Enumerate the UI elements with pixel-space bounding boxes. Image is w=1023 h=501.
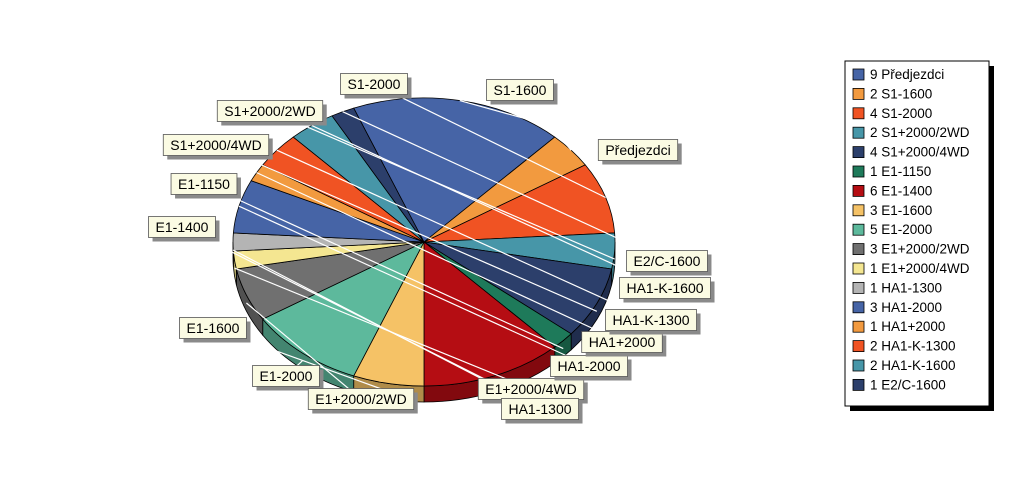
label-box [340, 73, 408, 95]
leader-line [311, 124, 666, 289]
leader-line [276, 149, 652, 321]
label-box [597, 139, 679, 161]
legend-entry-ha1-1300: 1 HA1-1300 [870, 280, 942, 295]
slice-label-s1-1600: S1-1600 [494, 82, 547, 98]
leader-line [373, 83, 606, 199]
label-box [179, 317, 247, 339]
label-box [162, 134, 270, 156]
legend-swatch-e1-1400 [852, 184, 865, 197]
slice-label-ha1-1300: HA1-1300 [508, 401, 571, 417]
slice-label-s1-plus-2000-2wd: S1+2000/2WD [224, 103, 315, 119]
slice-label-e1-2000: E1-2000 [260, 368, 313, 384]
label-box [252, 365, 320, 387]
label-box [619, 277, 711, 299]
legend-swatch-e2-c-1600 [852, 378, 865, 391]
slice-label-s1-2000: S1-2000 [348, 76, 401, 92]
leader-line [203, 183, 564, 350]
legend-entry-e1-2000: 5 E1-2000 [870, 222, 932, 237]
slice-label-e1-plus-2000-2wd: E1+2000/2WD [315, 391, 406, 407]
label-box [501, 398, 579, 420]
slice-s1-plus-2000-4wd [423, 241, 613, 335]
legend-entry-e1-1600: 3 E1-1600 [870, 203, 932, 218]
slice-label-e1-1600: E1-1600 [187, 320, 240, 336]
label-box [170, 173, 238, 195]
legend-entry-predjezdci: 9 Předjezdci [870, 67, 944, 82]
legend-swatch-ha1-k-1300 [852, 340, 865, 353]
legend-swatch-ha1-2000 [852, 301, 865, 314]
legend-entry-e1-1150: 1 E1-1150 [870, 164, 931, 179]
slice-label-ha1-k-1600: HA1-K-1600 [626, 280, 703, 296]
slice-label-predjezdci: Předjezdci [605, 142, 670, 158]
legend-entry-e2-c-1600: 1 E2/C-1600 [870, 377, 946, 392]
legend-swatch-s1-2000 [852, 107, 865, 120]
slice-label-e1-plus-2000-4wd: E1+2000/4WD [485, 381, 576, 397]
label-box [148, 216, 216, 238]
legend-swatch-ha1-k-1600 [852, 359, 865, 372]
legend-entry-s1-1600: 2 S1-1600 [870, 86, 932, 101]
legend-swatch-e1-1600 [852, 204, 865, 217]
leader-line [256, 172, 623, 343]
legend-entry-ha1-k-1300: 2 HA1-K-1300 [870, 339, 956, 354]
slice-label-ha1-2000: HA1-2000 [557, 358, 620, 374]
slice-e2-c-1600 [331, 107, 425, 243]
legend-entry-s1-2000: 4 S1-2000 [870, 106, 932, 121]
legend-entry-s1-plus-2000-2wd: 2 S1+2000/2WD [870, 125, 970, 140]
slice-e1-2000 [262, 241, 425, 377]
legend-swatch-e1-2000 [852, 223, 865, 236]
legend-entry-s1-plus-2000-4wd: 4 S1+2000/4WD [870, 145, 970, 160]
legend-swatch-predjezdci [852, 68, 865, 81]
legend-swatch-e1-1150 [852, 165, 865, 178]
legend-swatch-s1-plus-2000-2wd [852, 126, 865, 139]
legend-entry-e1-plus-2000-2wd: 3 E1+2000/2WD [870, 242, 970, 257]
leader-line [246, 302, 362, 400]
legend-swatch-s1-plus-2000-4wd [852, 146, 865, 159]
legend-swatch-s1-1600 [852, 88, 865, 100]
slice-label-e2-c-1600: E2/C-1600 [634, 253, 701, 269]
label-box [216, 100, 324, 122]
legend-entry-ha1-2000: 3 HA1-2000 [870, 300, 942, 315]
legend-swatch-ha1-plus-2000 [852, 320, 865, 333]
slice-label-ha1-k-1300: HA1-K-1300 [612, 312, 689, 328]
legend-swatch-ha1-1300 [852, 281, 865, 294]
leader-line [342, 111, 668, 262]
label-leaders [181, 83, 668, 410]
slice-label-s1-plus-2000-4wd: S1+2000/4WD [170, 137, 261, 153]
label-box [605, 309, 697, 331]
legend-box [844, 60, 990, 407]
slice-label-e1-1400: E1-1400 [156, 219, 209, 235]
slice-label-e1-1150: E1-1150 [178, 176, 230, 192]
slice-e1-1400 [423, 241, 556, 387]
legend-entry-ha1-k-1600: 2 HA1-K-1600 [870, 358, 956, 373]
legend-swatch-e1-plus-2000-2wd [852, 243, 865, 256]
slice-label-ha1-plus-2000: HA1+2000 [589, 334, 656, 350]
legend: 9 Předjezdci 2 S1-1600 4 S1-2000 2 S1+2000/… [844, 60, 994, 411]
legend-entry-e1-plus-2000-4wd: 1 E1+2000/4WD [870, 261, 970, 276]
leader-line [215, 144, 598, 312]
pie-tops [232, 97, 616, 387]
legend-swatch-e1-plus-2000-4wd [852, 262, 865, 275]
label-box [626, 250, 708, 272]
slice-labels: Předjezdci S1-1600 S1-2000 S1+2000/2WD S1+20… [148, 73, 715, 424]
legend-entry-ha1-plus-2000: 1 HA1+2000 [870, 319, 945, 334]
leader-line [238, 205, 590, 367]
label-box [486, 79, 554, 101]
label-box [307, 388, 415, 410]
legend-entry-e1-1400: 6 E1-1400 [870, 183, 932, 198]
leader-line [234, 267, 532, 390]
